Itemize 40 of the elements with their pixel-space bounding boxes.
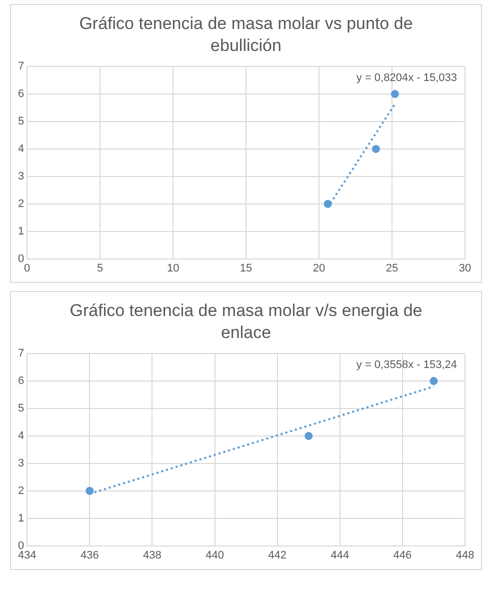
point [304, 432, 313, 440]
y-tick-label: 6 [18, 88, 24, 100]
annotation: y = 0,3558x - 153,24 [356, 360, 457, 372]
x-tick-label: 446 [393, 550, 412, 562]
y-tick-label: 7 [18, 348, 24, 360]
point [390, 90, 399, 98]
x-tick-label: 434 [18, 550, 36, 562]
chart-title: Gráfico tenencia de masa molar v/s energia de enlace [68, 300, 424, 344]
x-tick-label: 5 [97, 262, 104, 275]
point [324, 200, 332, 208]
x-tick-label: 448 [456, 550, 474, 562]
y-tick-label: 5 [18, 116, 24, 128]
y-tick-label: 0 [18, 540, 24, 552]
x-tick-label: 15 [240, 262, 252, 275]
point [86, 487, 94, 496]
x-tick-label: 438 [143, 550, 162, 562]
annotation: y = 0,8204x - 15,033 [356, 72, 457, 84]
x-tick-label: 440 [206, 550, 224, 562]
y-tick-label: 1 [18, 226, 24, 238]
y-tick-label: 0 [18, 253, 24, 266]
x-tick-label: 30 [458, 262, 472, 275]
x-tick-label: 25 [386, 262, 398, 275]
x-tick-label: 436 [80, 550, 99, 562]
y-tick-label: 6 [18, 375, 24, 388]
y-tick-label: 1 [18, 512, 24, 525]
point [430, 377, 438, 386]
x-tick-label: 20 [312, 262, 326, 275]
x-tick-label: 444 [330, 550, 350, 562]
y-tick-label: 3 [18, 170, 24, 183]
y-tick-label: 4 [18, 143, 24, 156]
point [372, 145, 380, 154]
x-tick-label: 442 [268, 550, 287, 562]
y-tick-label: 2 [18, 198, 24, 210]
x-tick-label: 10 [166, 262, 180, 275]
y-tick-label: 3 [18, 458, 24, 470]
y-tick-label: 2 [18, 485, 24, 498]
y-tick-label: 4 [18, 430, 24, 442]
chart-title: Gráfico tenencia de masa molar vs punto de ebullición [78, 13, 414, 58]
y-tick-label: 7 [18, 60, 24, 73]
y-tick-label: 5 [18, 402, 24, 415]
